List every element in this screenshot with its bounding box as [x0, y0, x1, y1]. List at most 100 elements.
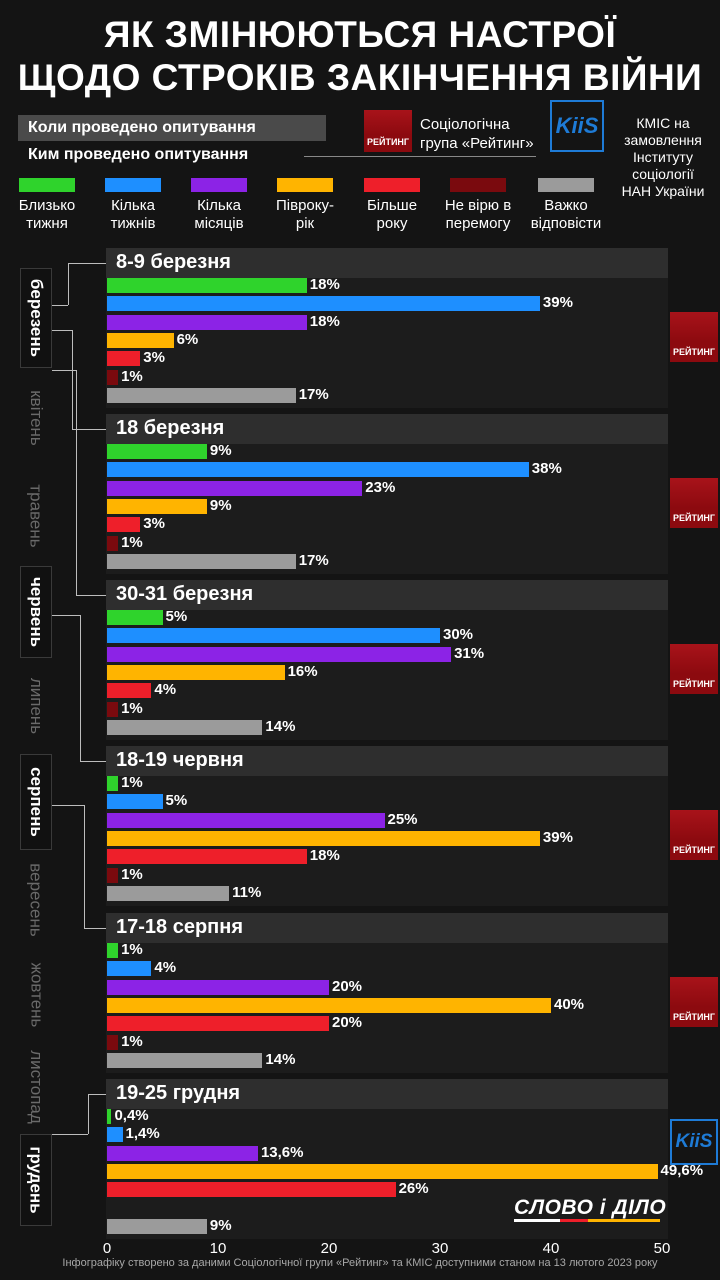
- rating-logo: РЕЙТИНГ: [670, 312, 718, 362]
- data-bar: [107, 1163, 658, 1179]
- bar-value-label: 38%: [531, 460, 562, 478]
- legend-item: Кілька тижнів: [93, 178, 173, 233]
- month-connector: [52, 370, 76, 371]
- data-bar: [107, 979, 329, 995]
- rating-logo: РЕЙТИНГ: [670, 977, 718, 1027]
- kiis-source-line-5: НАН України: [621, 183, 705, 199]
- month-connector: [68, 263, 69, 305]
- legend-label: Близько: [18, 197, 76, 214]
- month-connector: [68, 263, 106, 264]
- month-label: травень: [20, 468, 52, 564]
- bar-value-label: 0,4%: [114, 1107, 149, 1124]
- month-connector: [84, 928, 106, 929]
- month-label-text: грудень: [27, 1146, 46, 1214]
- data-bar: [107, 794, 163, 810]
- data-bar: [107, 997, 551, 1013]
- data-bar: [107, 444, 207, 459]
- kiis-logo-text-1: Ki: [555, 113, 578, 138]
- month-label-text: березень: [27, 278, 47, 358]
- month-connector: [52, 305, 68, 306]
- bar-value-label: 18%: [309, 312, 340, 330]
- month-connector: [80, 761, 106, 762]
- data-bar: [107, 812, 385, 828]
- legend-item: Не вірю в перемогу: [438, 178, 518, 233]
- data-bar: [107, 517, 141, 533]
- legend-label: Кілька: [111, 197, 155, 214]
- brand-underline-red: [560, 1219, 588, 1222]
- data-bar: [107, 296, 540, 312]
- bar-value-label: 23%: [365, 478, 396, 496]
- month-label: липень: [20, 660, 52, 752]
- legend-item: Півроку-рік: [265, 178, 345, 233]
- legend-swatch: [105, 178, 161, 192]
- survey-date: 8-9 березня: [116, 251, 231, 273]
- bar-value-label: 3%: [143, 349, 165, 367]
- rating-logo-text: РЕЙТИНГ: [672, 347, 716, 357]
- rating-source-text: Соціологічна група «Рейтинг»: [420, 115, 534, 153]
- x-tick-label: 50: [653, 1240, 671, 1257]
- rating-logo-text: РЕЙТИНГ: [672, 513, 716, 523]
- rating-logo: РЕЙТИНГ: [670, 644, 718, 694]
- legend-label: місяців: [194, 215, 244, 232]
- survey-date-band: [106, 913, 668, 943]
- bar-value-label: 1%: [121, 865, 143, 883]
- bar-value-label: 20%: [332, 977, 363, 995]
- legend-label: року: [376, 215, 408, 232]
- bar-value-label: 39%: [542, 828, 573, 846]
- kiis-logo: Ki iS: [670, 1119, 718, 1165]
- brand-underline-white: [514, 1219, 560, 1222]
- kiis-source-line-4: соціології: [632, 166, 694, 182]
- bar-value-label: 6%: [176, 330, 199, 348]
- month-label: березень: [20, 268, 52, 368]
- data-bar: [107, 628, 440, 644]
- month-connector: [84, 805, 85, 928]
- rating-logo: РЕЙТИНГ: [364, 110, 412, 152]
- data-bar: [107, 719, 263, 735]
- survey-date-band: [106, 414, 668, 444]
- bar-value-label: 3%: [143, 515, 165, 533]
- survey-date-band: [106, 248, 668, 278]
- footer-note: Інфографіку створено за даними Соціологі…: [62, 1257, 658, 1269]
- legend-label: тижня: [26, 215, 68, 232]
- data-bar: [107, 610, 163, 625]
- survey-date: 30-31 березня: [116, 583, 254, 605]
- month-connector: [52, 1134, 88, 1135]
- month-label: грудень: [20, 1134, 52, 1226]
- x-tick-label: 30: [431, 1240, 449, 1257]
- author-divider: [304, 156, 536, 157]
- legend-item: Кілька місяців: [179, 178, 259, 233]
- bar-value-label: 16%: [287, 662, 318, 680]
- month-label-text: вересень: [27, 863, 46, 937]
- month-label-text: жовтень: [27, 962, 46, 1028]
- bar-value-label: 30%: [443, 626, 474, 644]
- legend-label: Півроку-: [276, 197, 334, 214]
- data-bar: [107, 961, 152, 977]
- page-title-line-2: ЩОДО СТРОКІВ ЗАКІНЧЕННЯ ВІЙНИ: [17, 57, 703, 98]
- month-connector: [76, 370, 77, 595]
- x-tick-label: 0: [102, 1240, 112, 1257]
- rating-logo-text: РЕЙТИНГ: [672, 1012, 716, 1022]
- data-bar: [107, 701, 119, 717]
- x-tick-label: 40: [542, 1240, 560, 1257]
- month-connector: [80, 615, 81, 761]
- brand-underline-yellow: [588, 1219, 660, 1222]
- bar-value-label: 1%: [121, 1032, 143, 1050]
- data-bar: [107, 1109, 112, 1124]
- month-connector: [52, 805, 84, 806]
- legend-item: Близько тижня: [7, 178, 87, 233]
- bar-value-label: 18%: [309, 847, 340, 865]
- legend-swatch: [277, 178, 333, 192]
- bar-value-label: 9%: [209, 442, 232, 459]
- data-bar: [107, 462, 529, 478]
- data-bar: [107, 943, 119, 958]
- data-bar: [107, 1218, 207, 1234]
- bar-value-label: 13,6%: [260, 1143, 304, 1161]
- legend-label: рік: [295, 215, 315, 232]
- bar-value-label: 4%: [154, 681, 177, 699]
- bar-value-label: 5%: [165, 608, 188, 625]
- bar-value-label: 17%: [298, 551, 329, 569]
- bar-value-label: 1,4%: [125, 1125, 160, 1143]
- data-bar: [107, 1145, 258, 1161]
- survey-date-band: [106, 746, 668, 776]
- data-bar: [107, 314, 307, 330]
